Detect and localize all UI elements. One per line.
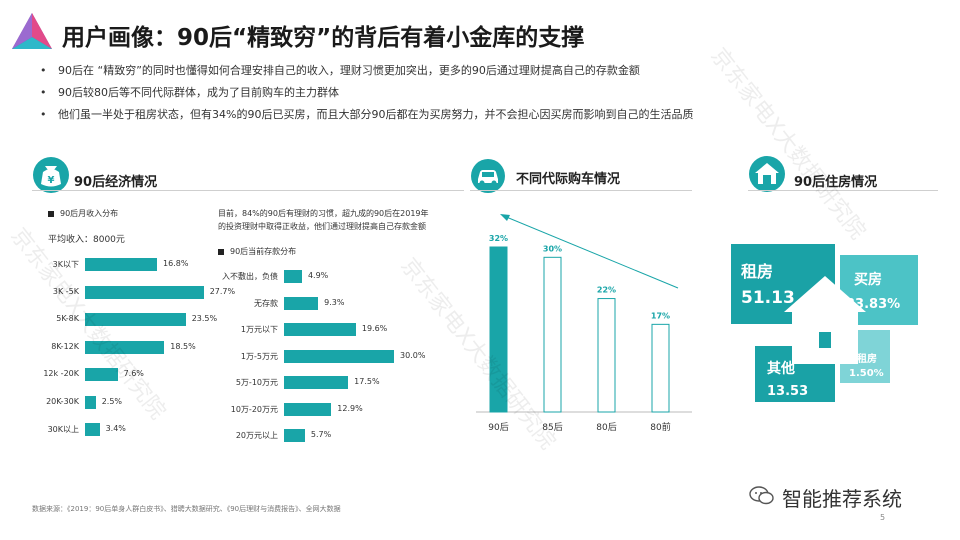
bar-label: 20万元以上 [235, 431, 278, 440]
bar [284, 349, 394, 363]
car-chart: 32% 90后 30% 85后 22% 80后 17% 80前 [476, 214, 692, 433]
bar [651, 323, 670, 413]
bar-value-label: 12.9% [337, 403, 363, 413]
bar-value-label: 32% [489, 234, 508, 243]
bar [85, 395, 96, 409]
trend-arrow-head [500, 214, 510, 221]
housing-own-label: 买房 [854, 272, 882, 288]
car-divider [470, 190, 692, 191]
bullet-item: 他们虽一半处于租房状态，但有34%的90后已买房，而且大部分90后都在为买房努力… [40, 108, 920, 130]
housing-public-label: 公租房 [847, 354, 877, 365]
housing-section-title: 90后住房情况 [794, 175, 878, 190]
bar-value-label: 4.9% [307, 271, 329, 280]
bar-label: 5万-10万元 [235, 378, 278, 387]
bar-value-label: 30% [543, 244, 562, 253]
bar-value-label: 27.7% [209, 286, 236, 296]
car-section-title: 不同代际购车情况 [516, 172, 621, 187]
bar-label: 30K以上 [47, 425, 79, 434]
bar-value-label: 7.6% [123, 369, 144, 378]
housing-rent-value: 51.13 [741, 288, 795, 308]
bar [85, 285, 204, 299]
bar-value-label: 23.5% [191, 314, 218, 323]
income-average: 平均收入：8000元 [48, 235, 125, 245]
bar-label: 1万-5万元 [240, 351, 278, 361]
tick-label: 80前 [650, 421, 670, 433]
bar [85, 423, 100, 436]
bullet-item: 90后在 “精致穷”的同时也懂得如何合理安排自己的收入，理财习惯更加突出，更多的… [40, 64, 920, 86]
bar-value-label: 5.7% [310, 430, 332, 439]
economy-section-title: 90后经济情况 [74, 175, 158, 190]
bar-value-label: 17.5% [354, 377, 380, 386]
income-chart-title: 90后月收入分布 [48, 208, 118, 219]
car-icon [471, 159, 505, 193]
bar-label: 3K以下 [52, 260, 79, 269]
tick-label: 90后 [488, 422, 508, 433]
bar-value-label: 18.5% [170, 341, 196, 351]
bar [284, 270, 302, 283]
tick-label: 85后 [542, 422, 562, 433]
svg-text:¥: ¥ [48, 175, 55, 186]
bar [85, 340, 165, 354]
savings-chart-title: 90后当前存款分布 [218, 246, 296, 257]
wechat-icon [749, 486, 774, 505]
bar [85, 313, 186, 326]
data-source: 数据来源：《2019：90后单身人群白皮书》、猎聘大数据研究、《90后理财与消费… [32, 505, 341, 513]
housing-divider [748, 190, 938, 191]
housing-other-label: 其他 [767, 361, 795, 377]
bar-value-label: 30.0% [400, 350, 426, 360]
bar-value-label: 16.8% [163, 259, 189, 268]
bar-label: 8K-12K [51, 341, 79, 351]
savings-note: 目前，84%的90后有理财的习惯，超九成的90后在2019年的投资理财中取得正收… [218, 209, 429, 231]
brand-name: 智能推荐系统 [782, 487, 902, 511]
bar [284, 402, 332, 416]
house-shape-icon [784, 276, 866, 364]
page-number: 5 [880, 513, 886, 522]
bar-label: 无存款 [254, 298, 278, 308]
bar-label: 入不敷出，负债 [222, 272, 278, 281]
bar-label: 1万元以下 [240, 325, 278, 334]
bar [284, 323, 356, 336]
bar [489, 246, 508, 413]
bar [85, 258, 157, 271]
tick-label: 80后 [596, 422, 616, 433]
trend-arrow [503, 215, 679, 289]
house-icon [749, 156, 785, 192]
logo-icon [12, 13, 52, 49]
housing-public-value: 1.50% [849, 368, 884, 379]
bar-label: 20K-30K [46, 396, 79, 406]
bar-value-label: 17% [651, 311, 670, 320]
bar-value-label: 19.6% [361, 324, 388, 333]
money-bag-icon: ¥ [33, 157, 69, 193]
housing-rent-label: 租房 [741, 262, 774, 281]
bar-value-label: 9.3% [324, 297, 345, 307]
economy-divider [32, 190, 464, 191]
bar-label: 5K-8K [56, 314, 79, 323]
bar [284, 376, 349, 389]
housing-other-value: 13.53 [767, 384, 809, 399]
bar [597, 298, 616, 413]
bar [85, 368, 118, 381]
bar-value-label: 3.4% [105, 424, 126, 433]
bar [284, 296, 319, 310]
page-title: 用户画像：90后“精致穷”的背后有着小金库的支撑 [62, 25, 585, 51]
bar-value-label: 2.5% [101, 396, 123, 406]
bullet-item: 90后较80后等不同代际群体，成为了目前购车的主力群体 [40, 86, 920, 108]
bar [284, 429, 305, 442]
bullet-list: 90后在 “精致穷”的同时也懂得如何合理安排自己的收入，理财习惯更加突出，更多的… [40, 64, 920, 130]
bar-label: 3K -5K [52, 286, 79, 296]
bar [543, 256, 562, 413]
bar-value-label: 22% [597, 286, 616, 295]
bar-label: 12k -20K [43, 369, 79, 378]
bar-label: 10万-20万元 [230, 404, 278, 414]
